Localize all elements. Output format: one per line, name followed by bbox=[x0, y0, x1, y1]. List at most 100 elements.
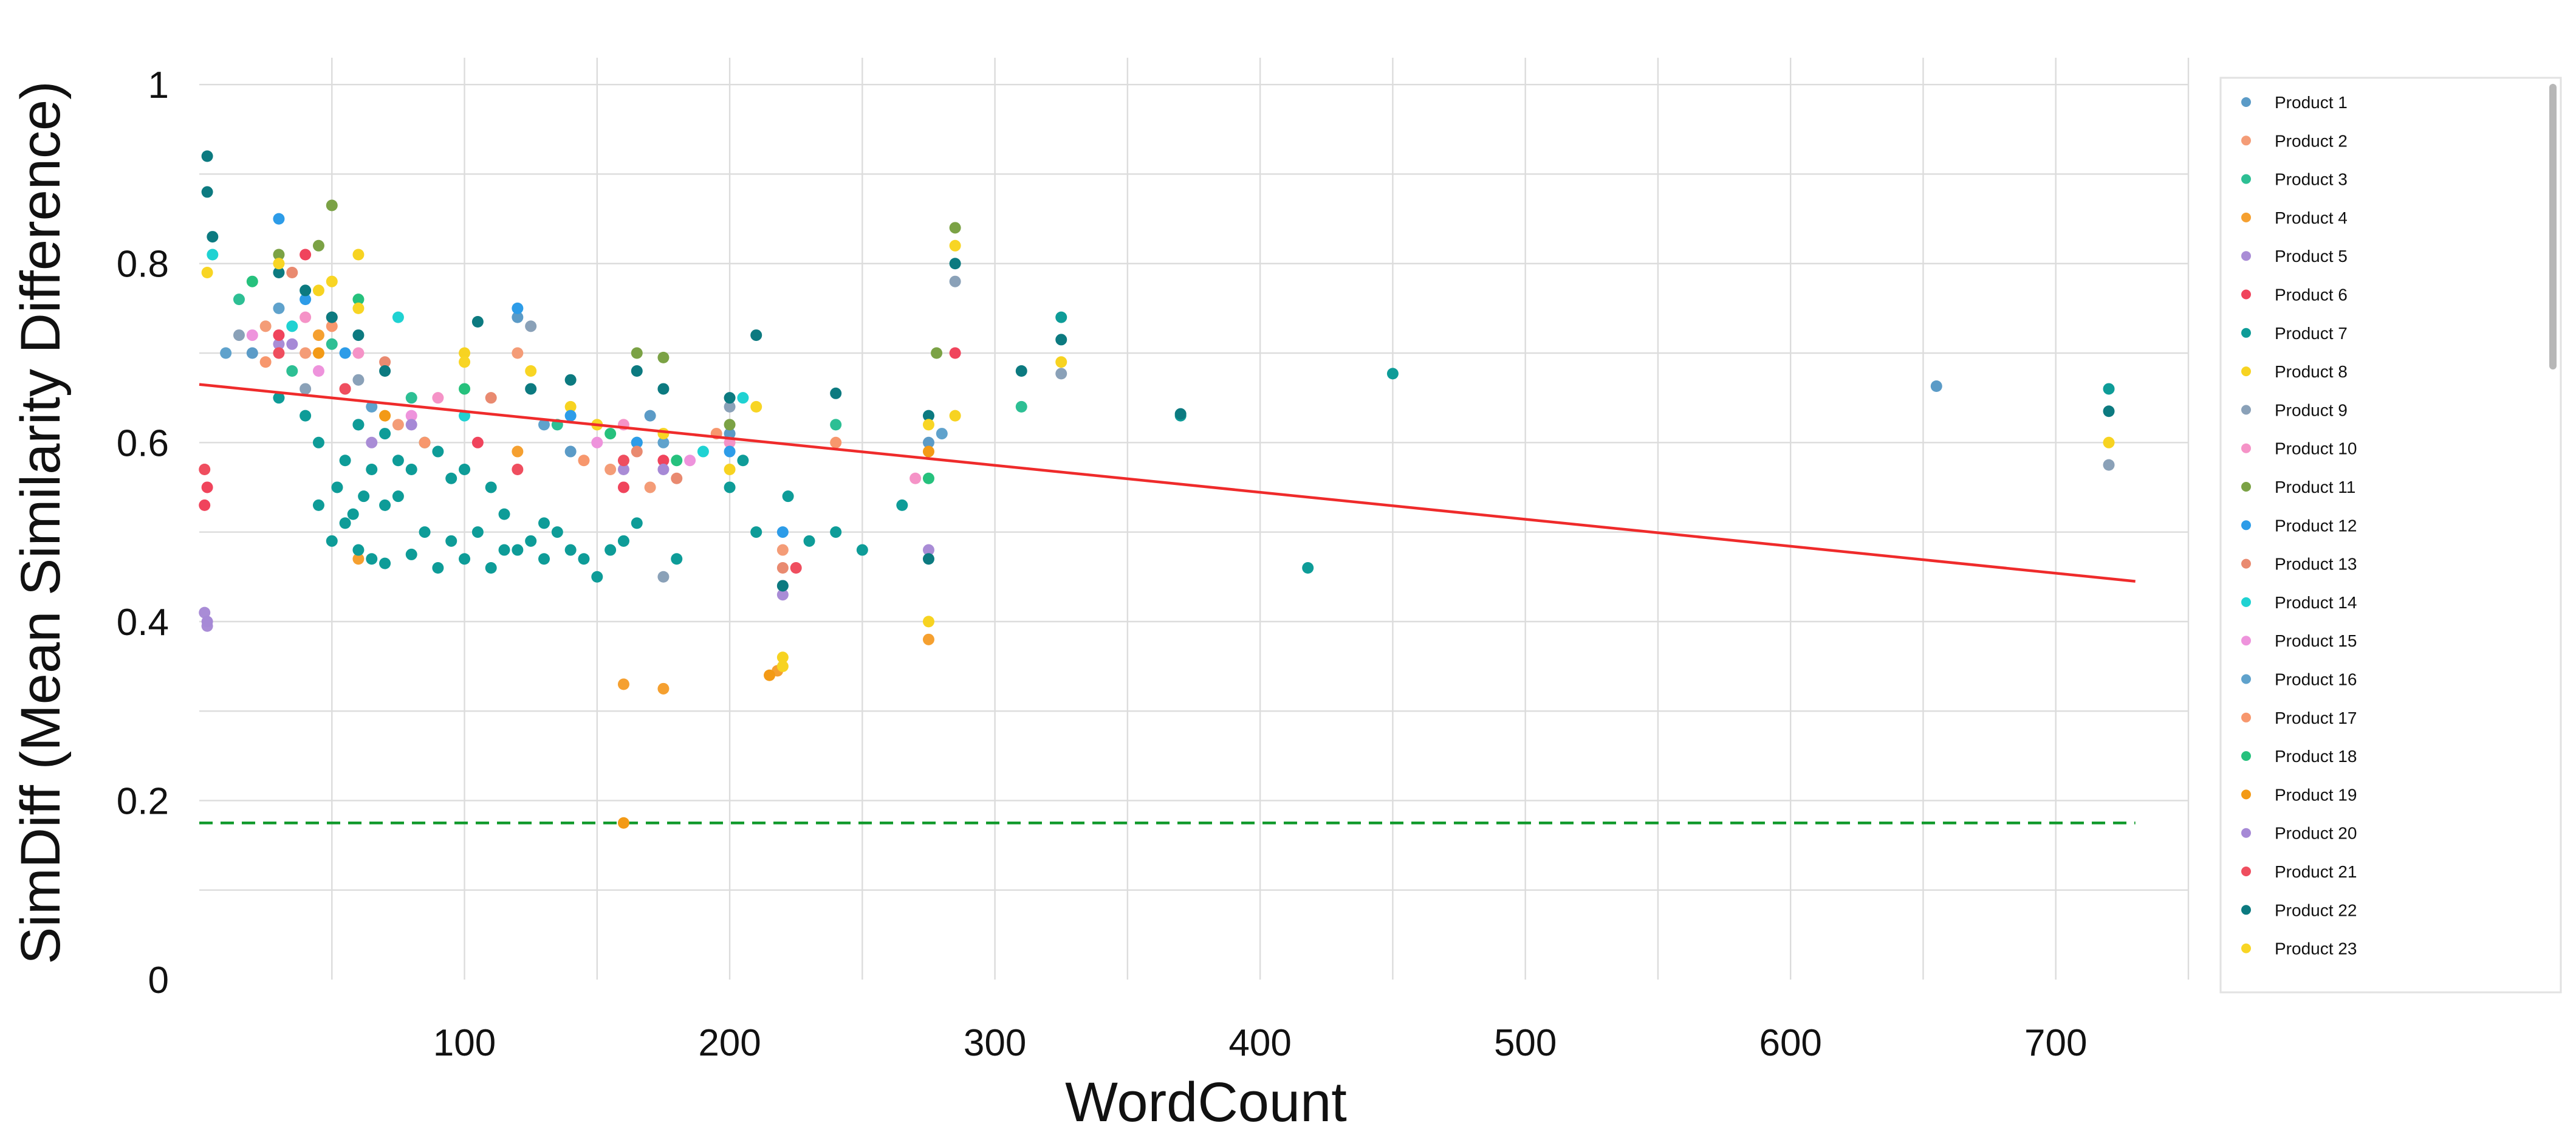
data-point bbox=[657, 383, 670, 395]
legend-scrollbar-thumb[interactable] bbox=[2549, 84, 2557, 369]
legend-marker bbox=[2241, 212, 2251, 222]
series-8 bbox=[312, 249, 2115, 673]
legend-item[interactable]: Product 18 bbox=[2241, 747, 2357, 766]
legend-marker bbox=[2241, 174, 2251, 184]
data-point bbox=[273, 392, 285, 404]
legend-label: Product 3 bbox=[2275, 170, 2348, 189]
data-point bbox=[776, 661, 789, 673]
data-point bbox=[207, 231, 219, 243]
legend-label: Product 2 bbox=[2275, 131, 2348, 150]
legend-item[interactable]: Product 3 bbox=[2241, 170, 2348, 189]
data-point bbox=[300, 347, 312, 359]
x-tick-label: 700 bbox=[2024, 1022, 2087, 1064]
data-point bbox=[312, 329, 324, 342]
data-point bbox=[564, 410, 577, 422]
data-point bbox=[445, 472, 457, 484]
legend-item[interactable]: Product 5 bbox=[2241, 247, 2348, 266]
data-point bbox=[366, 400, 378, 413]
legend-item[interactable]: Product 15 bbox=[2241, 631, 2357, 650]
series-22 bbox=[201, 150, 2115, 592]
data-point bbox=[776, 580, 789, 592]
data-point bbox=[525, 383, 537, 395]
data-point bbox=[790, 562, 802, 574]
data-point bbox=[922, 472, 934, 484]
data-point bbox=[1015, 400, 1027, 413]
data-point bbox=[671, 455, 683, 467]
data-point bbox=[352, 347, 365, 359]
legend-item[interactable]: Product 8 bbox=[2241, 362, 2348, 381]
series-16 bbox=[220, 302, 948, 448]
data-point bbox=[631, 365, 643, 377]
data-point bbox=[776, 544, 789, 556]
series-20 bbox=[201, 338, 789, 628]
legend-marker bbox=[2241, 867, 2251, 876]
data-point bbox=[922, 544, 934, 556]
legend-item[interactable]: Product 20 bbox=[2241, 824, 2357, 843]
legend-marker bbox=[2241, 520, 2251, 531]
data-point bbox=[379, 557, 391, 569]
legend-item[interactable]: Product 10 bbox=[2241, 439, 2357, 458]
data-point bbox=[631, 445, 643, 458]
legend-item[interactable]: Product 9 bbox=[2241, 400, 2348, 419]
data-point bbox=[312, 499, 324, 511]
series-5 bbox=[199, 338, 934, 632]
data-point bbox=[286, 266, 298, 278]
legend-item[interactable]: Product 22 bbox=[2241, 901, 2357, 919]
series-19 bbox=[312, 347, 934, 829]
x-tick-label: 500 bbox=[1494, 1022, 1557, 1064]
legend-item[interactable]: Product 16 bbox=[2241, 670, 2357, 689]
data-point bbox=[352, 302, 365, 314]
series-7 bbox=[273, 311, 2115, 583]
y-tick-label: 0.4 bbox=[117, 602, 169, 644]
data-point bbox=[485, 481, 497, 493]
data-point bbox=[459, 347, 471, 359]
data-point bbox=[922, 410, 934, 422]
data-point bbox=[512, 463, 524, 475]
legend-item[interactable]: Product 13 bbox=[2241, 555, 2357, 574]
legend-item[interactable]: Product 21 bbox=[2241, 862, 2357, 881]
data-point bbox=[1302, 562, 1314, 574]
legend-item[interactable]: Product 1 bbox=[2241, 93, 2348, 112]
data-point bbox=[273, 213, 285, 225]
series-15 bbox=[246, 329, 696, 467]
data-point bbox=[737, 392, 749, 404]
data-point bbox=[246, 329, 258, 342]
data-point bbox=[617, 678, 629, 690]
legend-item[interactable]: Product 7 bbox=[2241, 324, 2348, 343]
data-point bbox=[949, 275, 961, 287]
data-point bbox=[697, 445, 709, 458]
data-point bbox=[471, 436, 484, 448]
legend-item[interactable]: Product 14 bbox=[2241, 593, 2357, 612]
legend-item[interactable]: Product 12 bbox=[2241, 516, 2357, 535]
data-point bbox=[631, 517, 643, 529]
legend-item[interactable]: Product 2 bbox=[2241, 131, 2348, 150]
legend-label: Product 22 bbox=[2275, 901, 2357, 919]
legend: Product 1 Product 2 Product 3 Product 4 Prod… bbox=[2219, 77, 2562, 994]
data-point bbox=[312, 284, 324, 297]
legend-item[interactable]: Product 4 bbox=[2241, 208, 2348, 227]
data-point bbox=[724, 481, 736, 493]
data-point bbox=[419, 436, 431, 448]
legend-item[interactable]: Product 6 bbox=[2241, 286, 2348, 304]
data-point bbox=[724, 463, 736, 475]
data-point bbox=[2103, 405, 2115, 417]
legend-marker bbox=[2241, 789, 2251, 800]
data-point bbox=[2103, 459, 2115, 471]
data-point bbox=[326, 338, 338, 350]
data-point bbox=[631, 347, 643, 359]
legend-marker bbox=[2241, 636, 2251, 646]
data-point bbox=[764, 669, 776, 681]
legend-item[interactable]: Product 19 bbox=[2241, 785, 2357, 804]
data-point bbox=[392, 490, 404, 503]
legend-item[interactable]: Product 23 bbox=[2241, 939, 2357, 958]
y-axis-ticks: 0 0.2 0.4 0.6 0.8 1 bbox=[117, 64, 169, 1001]
data-point bbox=[392, 455, 404, 467]
data-point bbox=[459, 463, 471, 475]
legend-item[interactable]: Product 11 bbox=[2241, 478, 2355, 496]
data-point bbox=[352, 294, 365, 306]
x-tick-label: 200 bbox=[698, 1022, 761, 1064]
data-point bbox=[830, 526, 842, 538]
data-point bbox=[564, 374, 577, 386]
legend-item[interactable]: Product 17 bbox=[2241, 709, 2357, 727]
data-point bbox=[199, 499, 211, 511]
